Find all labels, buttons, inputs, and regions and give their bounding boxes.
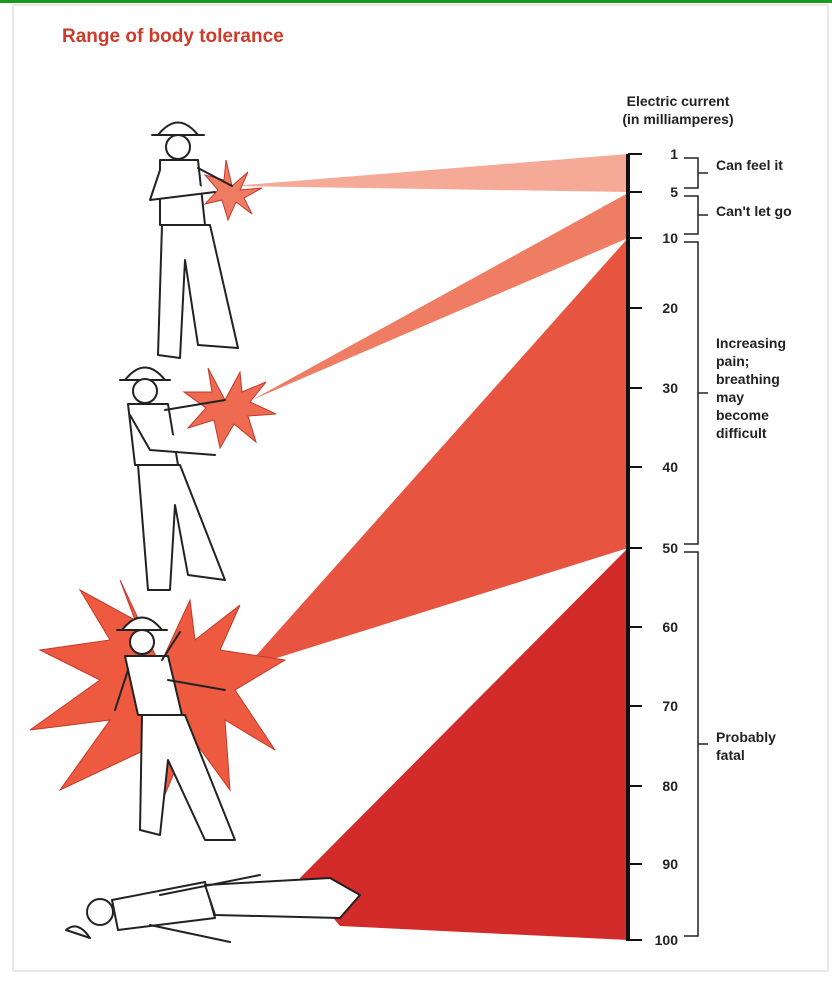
- tick-label: 20: [662, 300, 678, 316]
- page: Range of body tolerance E: [0, 0, 832, 976]
- range-label: may: [716, 389, 744, 405]
- range-label: Can't let go: [716, 203, 792, 219]
- range-label: Can feel it: [716, 157, 783, 173]
- tick-label: 10: [662, 230, 678, 246]
- scale-label: Electric current: [627, 93, 730, 109]
- infographic: Range of body tolerance E: [0, 0, 832, 976]
- tick-label: 5: [670, 184, 678, 200]
- tick-label: 40: [662, 459, 678, 475]
- top-border: [0, 0, 832, 3]
- tick-label: 60: [662, 619, 678, 635]
- title: Range of body tolerance: [62, 26, 284, 47]
- tick-label: 30: [662, 380, 678, 396]
- tick-label: 50: [662, 540, 678, 556]
- range-label: become: [716, 407, 769, 423]
- tick-label: 1: [670, 146, 678, 162]
- range-label: Probably: [716, 729, 776, 745]
- tick-label: 100: [655, 932, 679, 948]
- scale-label: (in milliamperes): [622, 111, 733, 127]
- tick-label: 80: [662, 778, 678, 794]
- tick-label: 90: [662, 856, 678, 872]
- tick-label: 70: [662, 698, 678, 714]
- range-label: fatal: [716, 747, 745, 763]
- range-label: Increasing: [716, 335, 786, 351]
- range-label: difficult: [716, 425, 767, 441]
- range-label: pain;: [716, 353, 749, 369]
- range-label: breathing: [716, 371, 780, 387]
